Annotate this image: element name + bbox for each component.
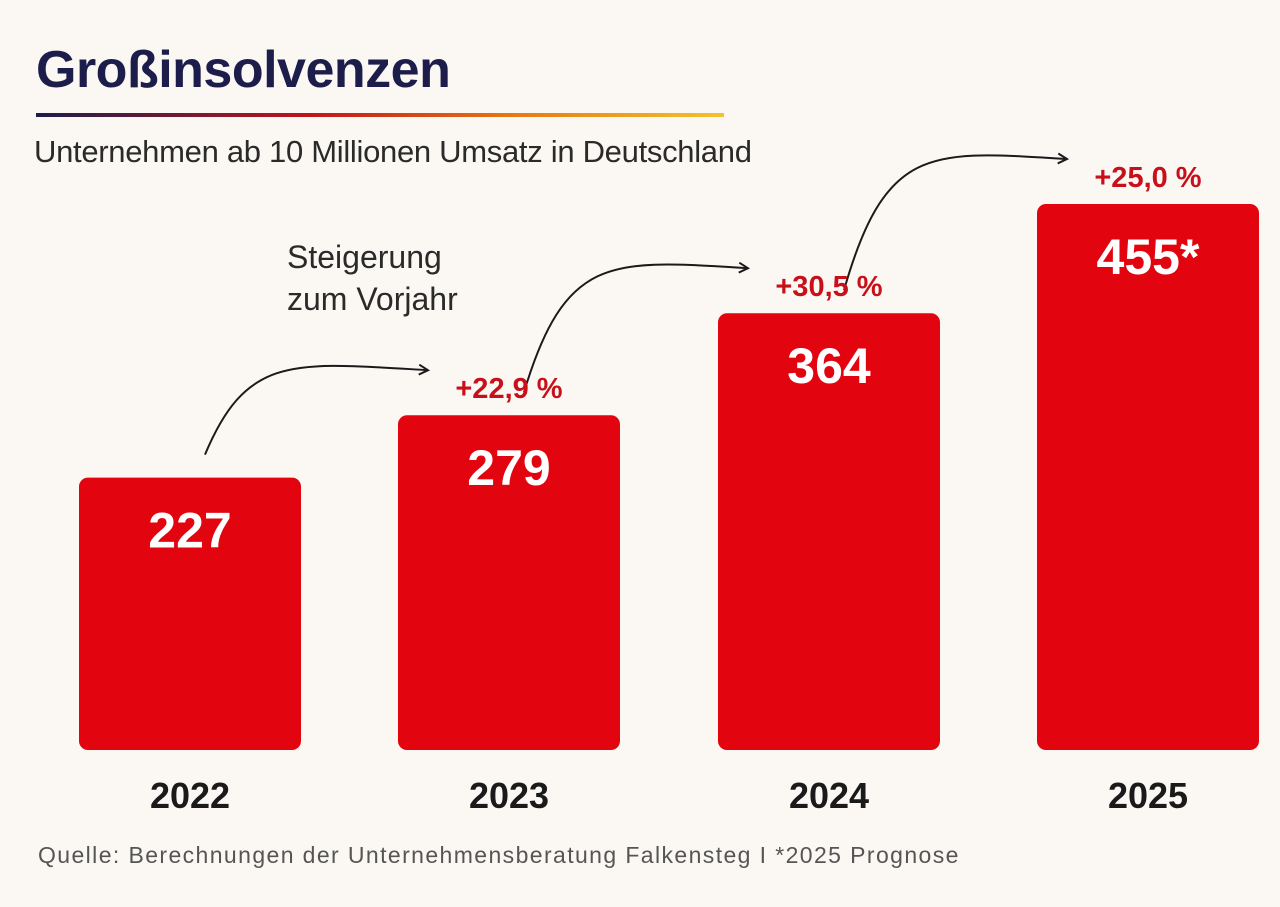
bar-2024 (718, 313, 940, 750)
growth-arrow-2024 (523, 264, 748, 393)
value-label-2023: 279 (467, 440, 550, 496)
growth-arrow-2023 (204, 366, 428, 455)
value-label-2025: 455* (1097, 229, 1200, 285)
change-label-2023: +22,9 % (455, 373, 562, 405)
annotation-line-1: Steigerung (287, 239, 442, 275)
change-label-2024: +30,5 % (775, 271, 882, 303)
annotation-line-2: zum Vorjahr (287, 281, 458, 317)
value-label-2022: 227 (148, 503, 231, 559)
x-tick-2023: 2023 (469, 775, 549, 816)
x-tick-2025: 2025 (1108, 775, 1188, 816)
bar-2023 (398, 415, 620, 750)
chart-title: Großinsolvenzen (36, 41, 451, 99)
chart-subtitle: Unternehmen ab 10 Millionen Umsatz in De… (34, 134, 752, 169)
x-tick-2024: 2024 (789, 775, 869, 816)
value-label-2024: 364 (787, 338, 871, 394)
title-underline (36, 113, 724, 117)
source-note: Quelle: Berechnungen der Unternehmensber… (38, 842, 960, 868)
growth-arrow-2025 (843, 155, 1067, 291)
x-tick-2022: 2022 (150, 775, 230, 816)
bar-2025 (1037, 204, 1259, 750)
change-label-2025: +25,0 % (1094, 162, 1201, 194)
bar-2022 (79, 477, 301, 750)
